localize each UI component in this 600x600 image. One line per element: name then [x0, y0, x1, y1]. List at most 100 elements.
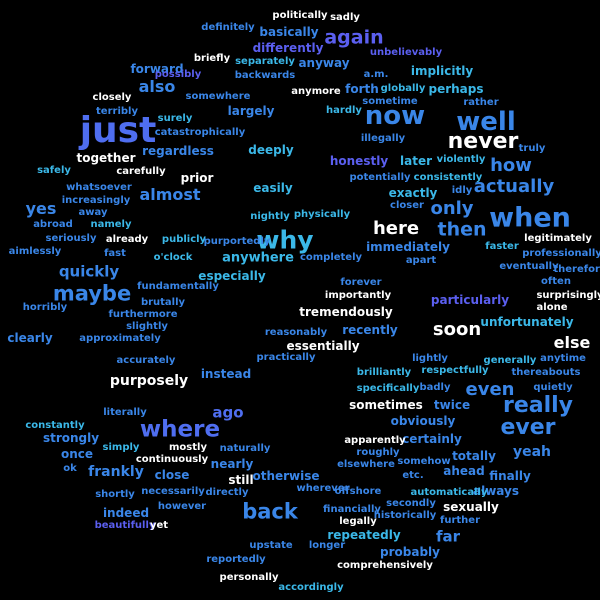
- word-easily: easily: [253, 181, 293, 195]
- word-truly: truly: [518, 143, 546, 154]
- word-obviously: obviously: [390, 414, 456, 428]
- word-repeatedly: repeatedly: [327, 528, 401, 542]
- word-yes: yes: [25, 199, 57, 218]
- word-catastrophically: catastrophically: [154, 127, 246, 138]
- word-always: always: [473, 484, 519, 498]
- word-eventually: eventually: [499, 261, 559, 272]
- word-etc: etc.: [402, 470, 424, 481]
- word-closer: closer: [390, 200, 424, 211]
- word-away: away: [78, 207, 108, 218]
- word-really: really: [502, 393, 574, 418]
- word-possibly: possibly: [154, 69, 202, 80]
- word-forward: forward: [130, 62, 184, 76]
- word-exactly: exactly: [388, 186, 438, 200]
- word-seriously: seriously: [45, 233, 97, 244]
- word-still: still: [228, 473, 254, 487]
- word-safely: safely: [37, 165, 71, 176]
- word-probably: probably: [380, 545, 440, 559]
- word-honestly: honestly: [329, 154, 389, 168]
- word-directly: directly: [205, 487, 249, 498]
- word-tremendously: tremendously: [299, 305, 393, 319]
- word-now: now: [364, 101, 426, 131]
- word-later: later: [399, 154, 433, 168]
- word-unfortunately: unfortunately: [480, 315, 574, 329]
- word-clearly: clearly: [7, 331, 53, 345]
- word-increasingly: increasingly: [61, 195, 131, 206]
- word-far: far: [435, 527, 461, 546]
- word-specifically: specifically: [356, 383, 420, 394]
- word-fundamentally: fundamentally: [137, 281, 219, 292]
- word-constantly: constantly: [25, 420, 85, 431]
- word-maybe: maybe: [52, 281, 132, 306]
- word-actually: actually: [473, 176, 555, 197]
- word-further: further: [439, 515, 481, 526]
- word-anytime: anytime: [540, 353, 586, 364]
- word-largely: largely: [227, 104, 275, 118]
- word-close: close: [154, 468, 190, 482]
- word-legitimately: legitimately: [524, 233, 592, 244]
- word-definitely: definitely: [201, 22, 255, 33]
- word-reasonably: reasonably: [264, 327, 328, 338]
- word-here: here: [372, 218, 420, 239]
- word-certainly: certainly: [402, 432, 462, 446]
- word-faster: faster: [485, 241, 519, 252]
- word-therefore: therefore: [553, 264, 600, 275]
- word-thereabouts: thereabouts: [511, 367, 581, 378]
- word-back: back: [242, 499, 298, 524]
- word-beautifully: beautifully: [94, 520, 156, 531]
- word-roughly: roughly: [356, 447, 400, 458]
- word-implicitly: implicitly: [410, 64, 474, 78]
- word-elsewhere: elsewhere: [337, 459, 395, 470]
- word-brutally: brutally: [140, 297, 186, 308]
- word-respectfully: respectfully: [421, 365, 489, 376]
- word-purposely: purposely: [109, 373, 189, 389]
- word-historically: historically: [373, 510, 437, 521]
- word-reportedly: reportedly: [206, 554, 266, 565]
- word-ago: ago: [212, 403, 244, 422]
- word-already: already: [105, 234, 149, 245]
- word-backwards: backwards: [234, 70, 296, 81]
- word-anymore: anymore: [291, 86, 341, 97]
- word-only: only: [430, 198, 474, 219]
- word-furthermore: furthermore: [108, 309, 178, 320]
- word-necessarily: necessarily: [141, 486, 205, 497]
- word-once: once: [60, 447, 94, 461]
- word-purportedly: purportedly: [203, 236, 271, 247]
- word-perhaps: perhaps: [428, 82, 484, 96]
- word-sometime: sometime: [362, 96, 418, 107]
- word-just: just: [79, 110, 157, 151]
- word-upstate: upstate: [249, 540, 293, 551]
- word-completely: completely: [299, 252, 363, 263]
- word-professionally: professionally: [522, 248, 600, 259]
- word-frankly: frankly: [88, 464, 144, 480]
- word-shortly: shortly: [95, 489, 135, 500]
- word-legally: legally: [339, 516, 377, 527]
- word-yeah: yeah: [512, 444, 552, 460]
- word-unbelievably: unbelievably: [369, 47, 443, 58]
- word-forth: forth: [345, 82, 379, 96]
- word-sadly: sadly: [330, 12, 360, 23]
- word-consistently: consistently: [413, 172, 483, 183]
- word-globally: globally: [380, 83, 426, 94]
- word-indeed: indeed: [102, 506, 150, 520]
- word-namely: namely: [90, 219, 132, 230]
- word-practically: practically: [256, 352, 316, 363]
- word-else: else: [553, 333, 591, 352]
- word-prior: prior: [180, 171, 214, 185]
- word-rather: rather: [463, 97, 499, 108]
- word-briefly: briefly: [193, 53, 231, 64]
- word-separately: separately: [235, 56, 295, 67]
- word-potentially: potentially: [349, 172, 411, 183]
- word-fast: fast: [104, 248, 126, 259]
- word-closely: closely: [92, 92, 132, 103]
- word-yet: yet: [149, 520, 169, 531]
- word-idly: idly: [451, 185, 473, 196]
- word-terribly: terribly: [96, 106, 138, 117]
- word-twice: twice: [433, 398, 471, 412]
- word-physically: physically: [293, 209, 351, 220]
- word-quickly: quickly: [58, 262, 120, 281]
- word-importantly: importantly: [324, 290, 392, 301]
- word-violently: violently: [436, 154, 486, 165]
- word-well: well: [456, 107, 516, 137]
